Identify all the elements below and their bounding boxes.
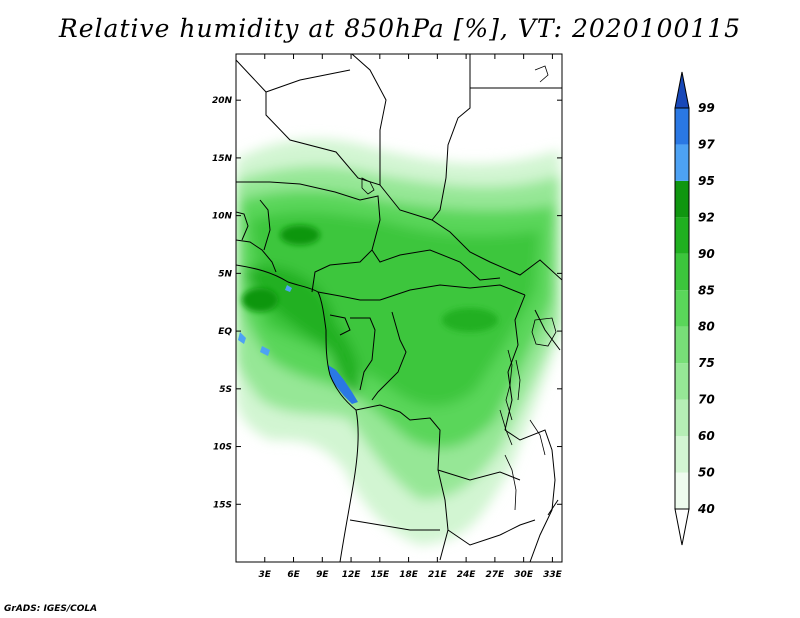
colorbar-segment — [675, 108, 689, 145]
colorbar-segment — [675, 253, 689, 291]
lakes — [361, 65, 557, 511]
lat-tick-label: 5N — [218, 269, 232, 279]
lon-tick-label: 33E — [543, 570, 563, 580]
lon-tick-label: 9E — [316, 570, 329, 580]
lon-tick-label: 6E — [287, 570, 300, 580]
colorbar-segment — [675, 363, 689, 400]
lat-tick-label: 10N — [212, 212, 233, 222]
colorbar-label: 99 — [698, 101, 715, 115]
colorbar-label: 75 — [698, 356, 715, 370]
colorbar-frame — [674, 107, 690, 510]
map-frame — [235, 53, 563, 563]
colorbar-segment — [675, 144, 689, 181]
colorbar-segment — [675, 290, 689, 327]
colorbar-label: 92 — [698, 210, 715, 224]
lat-tick-label: 20N — [212, 96, 233, 106]
lat-tick-label: 15N — [212, 154, 233, 164]
colorbar-label: 97 — [698, 137, 715, 151]
colorbar: 40 50 60 70 75 80 85 90 92 95 97 99 — [674, 71, 715, 546]
map-axis-ticks: 20N 15N 10N 5N EQ 5S 10S 15S 3E 6E 9E 12E 15E 18E 21E 2… — [212, 54, 563, 580]
lat-tick-label: 15S — [213, 500, 232, 510]
colorbar-label: 85 — [698, 283, 715, 297]
colorbar-label: 60 — [698, 429, 715, 443]
lon-tick-label: 21E — [428, 570, 448, 580]
colorbar-segment — [675, 326, 689, 364]
colorbar-segment — [675, 399, 689, 437]
lon-tick-label: 30E — [514, 570, 534, 580]
coastlines-borders — [236, 54, 562, 562]
colorbar-label: 80 — [698, 320, 715, 334]
lon-tick-label: 27E — [486, 570, 506, 580]
lat-tick-label: 5S — [219, 385, 232, 395]
colorbar-segment — [675, 180, 689, 218]
lat-tick-label: 10S — [213, 443, 232, 453]
grads-credit: GrADS: IGES/COLA — [4, 604, 98, 614]
colorbar-label: 70 — [698, 393, 715, 407]
colorbar-segment — [675, 436, 689, 473]
colorbar-high-triangle — [674, 71, 690, 109]
colorbar-segment — [675, 217, 689, 254]
colorbar-label: 95 — [698, 174, 715, 188]
colorbar-label: 40 — [697, 502, 715, 516]
colorbar-label: 50 — [698, 466, 715, 480]
colorbar-low-triangle — [674, 508, 690, 546]
lon-tick-label: 3E — [259, 570, 272, 580]
lon-tick-label: 24E — [457, 570, 477, 580]
lon-tick-label: 12E — [342, 570, 362, 580]
lon-tick-label: 15E — [370, 570, 390, 580]
colorbar-segment — [675, 472, 689, 509]
lon-tick-label: 18E — [399, 570, 419, 580]
map-title: Relative humidity at 850hPa [%], VT: 202… — [58, 14, 742, 43]
colorbar-label: 90 — [698, 247, 715, 261]
lat-tick-label: EQ — [218, 327, 232, 337]
